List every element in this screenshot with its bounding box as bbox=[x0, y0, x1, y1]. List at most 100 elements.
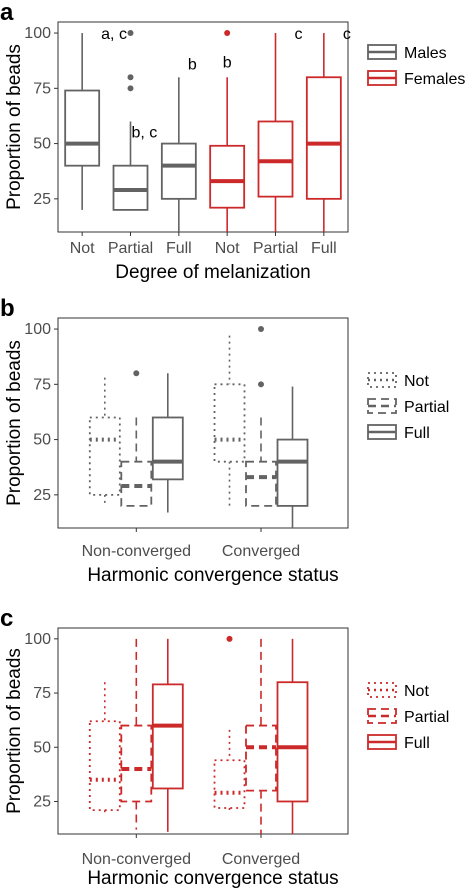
y-axis-title: Proportion of beads bbox=[4, 340, 25, 506]
panel-letter: b bbox=[0, 295, 15, 322]
legend-key-females bbox=[367, 70, 397, 86]
box-iqr bbox=[151, 683, 184, 790]
y-tick-label: 100 bbox=[24, 321, 51, 338]
box-males-not-: a, c bbox=[64, 26, 127, 210]
box-converged-converged-partial bbox=[245, 638, 277, 834]
outlier-point bbox=[127, 85, 134, 92]
legend-label: Females bbox=[404, 71, 465, 88]
box-iqr bbox=[160, 142, 197, 200]
box-iqr bbox=[245, 460, 277, 507]
y-tick-label: 75 bbox=[33, 685, 51, 702]
y-tick-label: 100 bbox=[24, 631, 51, 648]
box-iqr bbox=[276, 438, 309, 507]
legend-key-full bbox=[367, 734, 397, 750]
outlier-point bbox=[258, 326, 264, 333]
legend: Males Females bbox=[367, 44, 465, 88]
box-females-not-: b bbox=[209, 30, 246, 232]
legend-key-males bbox=[367, 44, 397, 60]
panel-b: b 25 50 75 100 Proportion of beads Harmonic co… bbox=[0, 295, 449, 586]
y-tick-label: 75 bbox=[33, 376, 51, 393]
box-converged-converged-not bbox=[213, 635, 246, 813]
box-iqr bbox=[257, 120, 294, 198]
y-tick-label: 75 bbox=[33, 80, 51, 97]
legend-label: Not bbox=[404, 683, 429, 700]
box-converged-converged-partial bbox=[245, 326, 277, 507]
box-iqr bbox=[64, 89, 101, 167]
x-axis-title: Harmonic convergence status bbox=[87, 565, 338, 586]
box-converged-converged-not bbox=[213, 335, 246, 506]
legend: Not Partial Full bbox=[367, 372, 449, 442]
x-tick-label: Partial bbox=[253, 240, 298, 257]
x-tick-label: Converged bbox=[222, 543, 300, 560]
panel-letter: a bbox=[0, 0, 14, 26]
x-tick-label: Full bbox=[311, 240, 337, 257]
legend-label: Partial bbox=[404, 399, 449, 416]
box-females-full-: c bbox=[305, 26, 351, 232]
box-iqr bbox=[112, 164, 149, 211]
significance-label: c bbox=[343, 26, 351, 43]
legend-label: Not bbox=[404, 373, 429, 390]
outlier-point bbox=[224, 30, 231, 37]
y-axis-title: Proportion of beads bbox=[4, 648, 25, 814]
box-iqr bbox=[276, 681, 309, 803]
box-converged-converged-full bbox=[276, 386, 309, 528]
significance-label: b bbox=[188, 56, 197, 73]
x-tick-label: Partial bbox=[108, 240, 153, 257]
legend-key-full bbox=[367, 424, 397, 440]
box-converged-converged-full bbox=[276, 638, 309, 834]
x-tick-label: Converged bbox=[222, 851, 300, 868]
significance-label: b, c bbox=[132, 125, 158, 142]
legend: Not Partial Full bbox=[367, 682, 449, 752]
legend-label: Males bbox=[404, 45, 447, 62]
box-non-converged-non-converged-partial bbox=[120, 370, 153, 507]
legend-label: Full bbox=[404, 735, 430, 752]
x-axis-title: Degree of melanization bbox=[115, 262, 310, 283]
y-tick-label: 25 bbox=[33, 487, 51, 504]
box-non-converged-non-converged-not bbox=[88, 377, 121, 506]
legend-label: Partial bbox=[404, 709, 449, 726]
box-iqr bbox=[120, 724, 153, 803]
box-non-converged-non-converged-full bbox=[151, 373, 184, 513]
box-iqr bbox=[213, 383, 246, 463]
box-iqr bbox=[213, 759, 246, 809]
y-tick-label: 25 bbox=[33, 191, 51, 208]
legend-key-not bbox=[367, 372, 397, 388]
box-non-converged-non-converged-not bbox=[88, 682, 121, 813]
x-tick-label: Non-converged bbox=[82, 851, 191, 868]
outlier-point bbox=[127, 74, 134, 81]
significance-label: b bbox=[223, 54, 232, 71]
plot-frame bbox=[57, 21, 349, 233]
box-iqr bbox=[209, 144, 246, 209]
outlier-point bbox=[258, 381, 264, 388]
box-iqr bbox=[151, 416, 184, 481]
x-axis-title: Harmonic convergence status bbox=[87, 868, 338, 889]
significance-label: c bbox=[295, 26, 303, 43]
outlier-point bbox=[133, 370, 140, 377]
x-tick-label: Not bbox=[215, 240, 240, 257]
y-tick-label: 25 bbox=[33, 793, 51, 810]
box-non-converged-non-converged-full bbox=[151, 638, 184, 832]
y-tick-label: 50 bbox=[33, 432, 51, 449]
y-tick-label: 100 bbox=[24, 25, 51, 42]
x-tick-label: Non-converged bbox=[82, 543, 191, 560]
panel-a: a 25 50 75 100 Proportion of beads Degree of m… bbox=[0, 0, 465, 283]
box-males-full-: b bbox=[160, 56, 197, 232]
box-iqr bbox=[120, 460, 153, 507]
box-iqr bbox=[245, 724, 277, 792]
box-iqr bbox=[305, 76, 342, 200]
legend-label: Full bbox=[404, 425, 430, 442]
y-tick-label: 50 bbox=[33, 136, 51, 153]
panel-letter: c bbox=[0, 605, 13, 632]
y-tick-label: 50 bbox=[33, 739, 51, 756]
outlier-point bbox=[127, 30, 134, 37]
significance-label: a, c bbox=[101, 26, 127, 43]
box-males-partial-: b, c bbox=[112, 30, 158, 211]
box-iqr bbox=[88, 416, 121, 496]
legend-key-not bbox=[367, 682, 397, 698]
x-tick-label: Not bbox=[70, 240, 95, 257]
legend-key-partial bbox=[367, 398, 397, 414]
outlier-point bbox=[226, 635, 233, 642]
box-females-partial-: c bbox=[257, 26, 303, 232]
